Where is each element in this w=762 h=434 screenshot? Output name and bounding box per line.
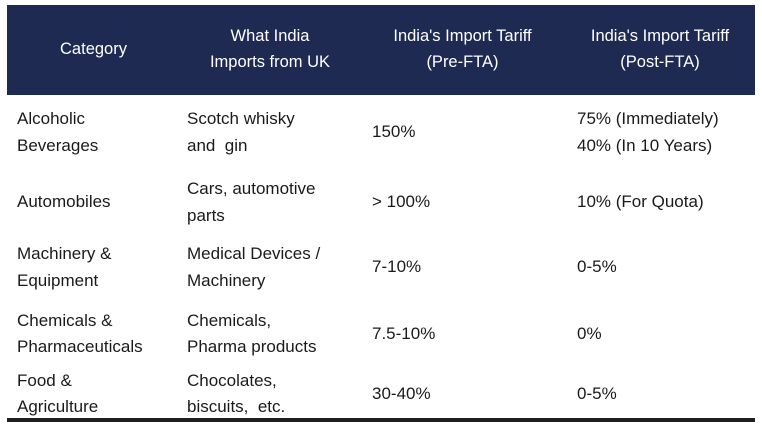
cell-post-fta: 0-5% xyxy=(577,257,617,277)
cell-category: Automobiles xyxy=(17,192,111,212)
cell-category: Alcoholic Beverages xyxy=(17,109,99,155)
header-cell-pre-fta: India's Import Tariff (Pre-FTA) xyxy=(393,27,532,71)
cell-pre-fta: 30-40% xyxy=(372,384,431,404)
cell-category: Machinery & Equipment xyxy=(17,244,112,290)
header-cell-category: Category xyxy=(60,40,127,59)
table-row: Automobiles Cars, automotive parts > 100… xyxy=(7,170,755,235)
cell-category: Chemicals & Pharmaceuticals xyxy=(17,310,143,356)
table-row: Machinery & Equipment Medical Devices / … xyxy=(7,235,755,300)
header-cell-imports: What India Imports from UK xyxy=(209,27,331,71)
cell-imports: Medical Devices / Machinery xyxy=(187,244,321,290)
cell-post-fta: 75% (Immediately) 40% (In 10 Years) xyxy=(577,109,719,155)
cell-pre-fta: 150% xyxy=(372,122,416,142)
cell-pre-fta: 7.5-10% xyxy=(372,323,436,343)
cell-imports: Chemicals, Pharma products xyxy=(187,310,317,356)
cell-post-fta: 0% xyxy=(577,323,602,343)
table-header-row: Category What India Imports from UK Indi… xyxy=(7,5,755,95)
cell-imports: Chocolates, biscuits, etc. xyxy=(187,371,286,417)
cell-pre-fta: > 100% xyxy=(372,192,431,212)
tariff-table: Category What India Imports from UK Indi… xyxy=(7,5,755,422)
cell-post-fta: 10% (For Quota) xyxy=(577,192,704,212)
cell-imports: Cars, automotive parts xyxy=(187,179,316,225)
table-row: Chemicals & Pharmaceuticals Chemicals, P… xyxy=(7,300,755,368)
cell-imports: Scotch whisky and gin xyxy=(187,109,295,155)
table-row: Food & Agriculture Chocolates, biscuits,… xyxy=(7,368,755,418)
cell-pre-fta: 7-10% xyxy=(372,257,422,277)
cell-category: Food & Agriculture xyxy=(17,371,99,417)
table-row: Alcoholic Beverages Scotch whisky and gi… xyxy=(7,95,755,170)
cell-post-fta: 0-5% xyxy=(577,384,617,404)
table-bottom-border xyxy=(7,418,755,422)
header-cell-post-fta: India's Import Tariff (Post-FTA) xyxy=(590,27,730,71)
